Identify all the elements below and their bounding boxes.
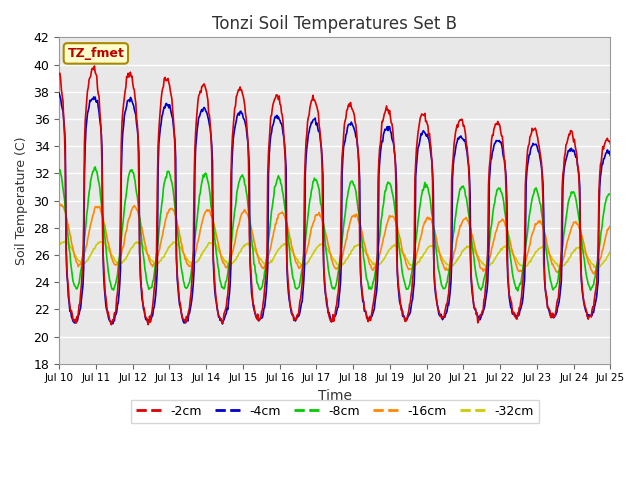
Legend: -2cm, -4cm, -8cm, -16cm, -32cm: -2cm, -4cm, -8cm, -16cm, -32cm	[131, 400, 539, 423]
X-axis label: Time: Time	[318, 389, 352, 403]
Title: Tonzi Soil Temperatures Set B: Tonzi Soil Temperatures Set B	[212, 15, 458, 33]
Y-axis label: Soil Temperature (C): Soil Temperature (C)	[15, 136, 28, 265]
Text: TZ_fmet: TZ_fmet	[67, 47, 124, 60]
